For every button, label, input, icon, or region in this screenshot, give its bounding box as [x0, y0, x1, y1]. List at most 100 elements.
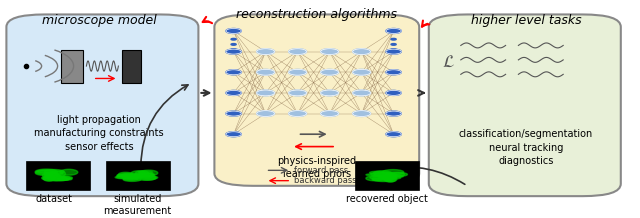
Polygon shape [36, 170, 57, 173]
Polygon shape [372, 178, 391, 181]
Circle shape [321, 111, 339, 116]
Polygon shape [140, 173, 154, 176]
Text: sensor effects: sensor effects [65, 142, 134, 152]
Polygon shape [44, 176, 65, 179]
Circle shape [226, 49, 241, 54]
Polygon shape [118, 172, 132, 176]
FancyBboxPatch shape [61, 49, 83, 83]
Polygon shape [55, 171, 65, 177]
Polygon shape [366, 174, 385, 176]
Text: higher level tasks: higher level tasks [471, 14, 581, 27]
Polygon shape [372, 176, 394, 182]
Polygon shape [123, 177, 141, 181]
Circle shape [289, 111, 307, 116]
Text: manufacturing constraints: manufacturing constraints [35, 128, 164, 138]
Polygon shape [378, 176, 397, 179]
Circle shape [257, 69, 275, 75]
Polygon shape [390, 173, 404, 176]
FancyBboxPatch shape [6, 14, 198, 196]
Circle shape [386, 29, 401, 33]
Circle shape [353, 49, 371, 54]
Polygon shape [57, 178, 72, 180]
Polygon shape [45, 170, 64, 174]
Polygon shape [44, 175, 54, 181]
Circle shape [231, 44, 236, 45]
Text: simulated
measurement: simulated measurement [104, 194, 172, 216]
Polygon shape [366, 176, 383, 181]
Polygon shape [382, 175, 394, 181]
Polygon shape [140, 175, 156, 180]
Polygon shape [117, 174, 132, 177]
Polygon shape [35, 169, 58, 174]
Polygon shape [374, 171, 392, 176]
Circle shape [386, 49, 401, 54]
FancyBboxPatch shape [355, 161, 419, 190]
Circle shape [257, 90, 275, 96]
Polygon shape [42, 176, 52, 180]
Polygon shape [385, 173, 397, 177]
Polygon shape [51, 178, 69, 181]
Polygon shape [47, 175, 70, 181]
Circle shape [231, 38, 236, 40]
Polygon shape [131, 171, 145, 177]
Polygon shape [133, 175, 143, 177]
Polygon shape [117, 174, 140, 177]
Circle shape [391, 44, 396, 45]
Polygon shape [120, 173, 141, 179]
Circle shape [321, 90, 339, 96]
FancyBboxPatch shape [122, 49, 141, 83]
Polygon shape [374, 172, 393, 177]
Polygon shape [116, 175, 139, 179]
Polygon shape [371, 172, 391, 176]
Text: light propagation: light propagation [57, 115, 141, 125]
Circle shape [391, 49, 396, 50]
Circle shape [391, 38, 396, 40]
Polygon shape [140, 170, 158, 176]
Circle shape [289, 69, 307, 75]
Polygon shape [50, 171, 63, 175]
Polygon shape [54, 177, 67, 180]
Circle shape [257, 49, 275, 54]
Text: diagnostics: diagnostics [499, 156, 554, 166]
Text: reconstruction algorithms: reconstruction algorithms [236, 8, 397, 21]
Circle shape [353, 111, 371, 116]
FancyBboxPatch shape [214, 14, 419, 186]
Polygon shape [134, 173, 154, 177]
Circle shape [226, 29, 241, 33]
Text: $\mathcal{L}$: $\mathcal{L}$ [442, 53, 454, 71]
Polygon shape [43, 173, 53, 179]
Polygon shape [45, 174, 60, 177]
Circle shape [289, 90, 307, 96]
Polygon shape [123, 175, 143, 179]
Circle shape [226, 111, 241, 116]
Circle shape [257, 111, 275, 116]
Text: forward pass: forward pass [294, 166, 349, 175]
Circle shape [386, 111, 401, 116]
FancyBboxPatch shape [106, 161, 170, 190]
Polygon shape [46, 172, 58, 178]
Polygon shape [384, 177, 396, 182]
Polygon shape [136, 171, 148, 176]
Text: backward pass: backward pass [294, 176, 357, 185]
Text: neural tracking: neural tracking [489, 143, 563, 153]
Polygon shape [35, 170, 54, 175]
Circle shape [353, 90, 371, 96]
Circle shape [226, 132, 241, 137]
Polygon shape [369, 171, 384, 174]
Polygon shape [60, 169, 78, 175]
Circle shape [226, 90, 241, 95]
FancyBboxPatch shape [429, 14, 621, 196]
Polygon shape [134, 176, 156, 180]
Polygon shape [382, 170, 404, 175]
Circle shape [231, 49, 236, 50]
Polygon shape [381, 176, 401, 179]
Circle shape [321, 69, 339, 75]
Circle shape [226, 70, 241, 75]
Text: physics-inspired: physics-inspired [277, 156, 356, 166]
Text: microscope model: microscope model [42, 14, 157, 27]
Circle shape [386, 70, 401, 75]
Polygon shape [387, 172, 408, 177]
Polygon shape [138, 171, 152, 174]
Polygon shape [44, 172, 58, 176]
Text: recovered object: recovered object [346, 194, 428, 204]
